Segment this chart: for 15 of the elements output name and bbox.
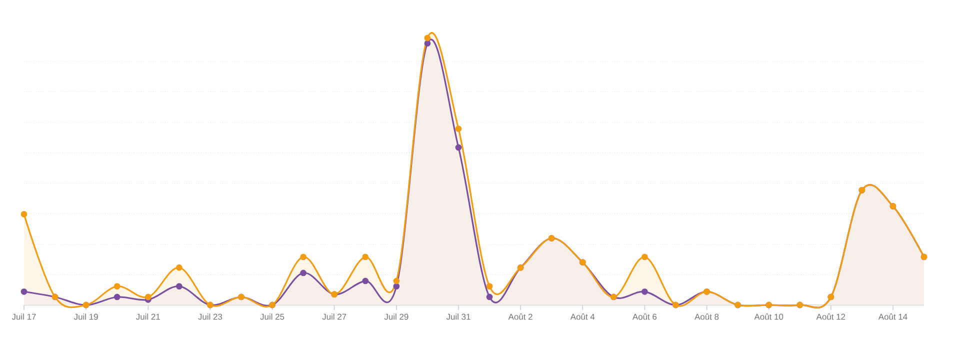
x-tick-label: Août 12	[816, 314, 846, 320]
x-tick-label: Août 14	[878, 314, 908, 320]
x-tick-label: Juil 17	[12, 314, 36, 320]
x-tick-label: Août 6	[632, 314, 657, 320]
x-tick-label: Juil 23	[198, 314, 222, 320]
x-tick-label: Juil 21	[136, 314, 160, 320]
x-tick-label: Juil 19	[74, 314, 98, 320]
x-tick-label: Juil 31	[446, 314, 470, 320]
x-tick-label: Août 10	[754, 314, 784, 320]
x-tick-label: Août 8	[694, 314, 719, 320]
x-tick-label: Août 4	[570, 314, 595, 320]
x-tick-label: Août 2	[508, 314, 532, 320]
x-tick-label: Juil 25	[260, 314, 284, 320]
x-tick-label: Juil 27	[322, 314, 346, 320]
x-tick-label: Juil 29	[384, 314, 408, 320]
